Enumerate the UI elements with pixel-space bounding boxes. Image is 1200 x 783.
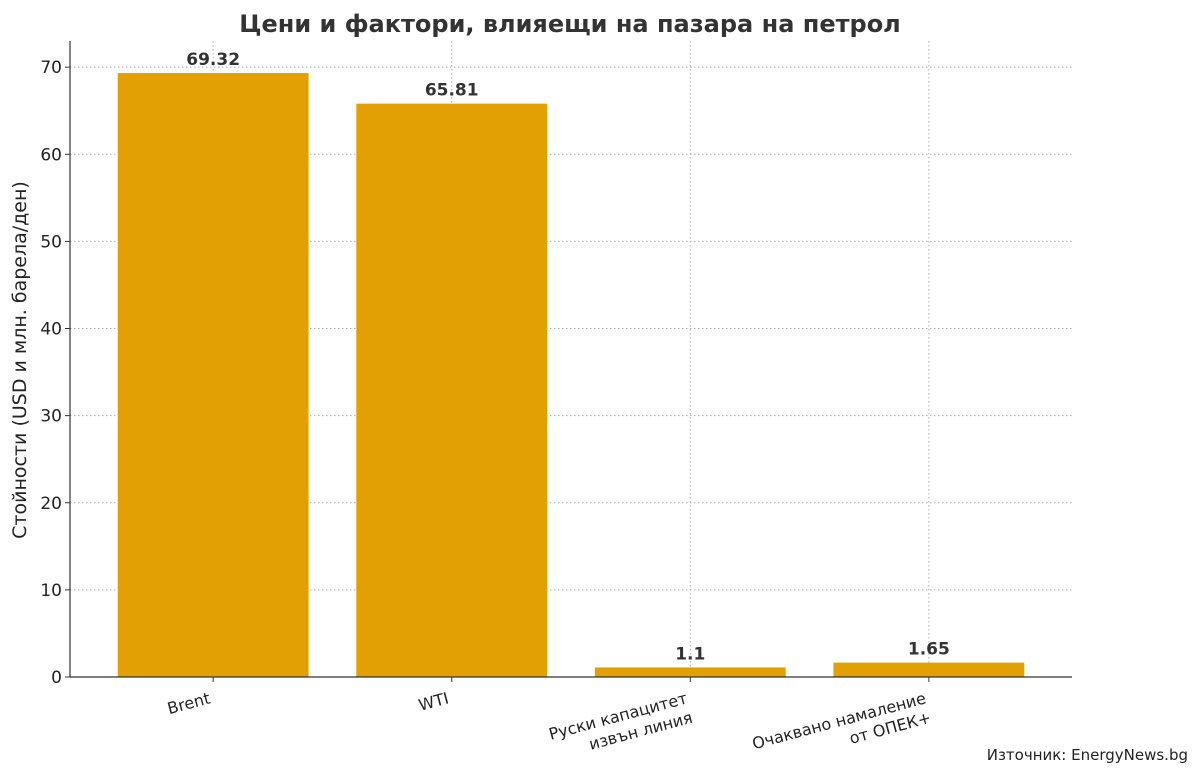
data-label: 1.1 [675, 644, 705, 664]
x-tick-label-line: Brent [165, 689, 212, 719]
y-axis-label: Стойности (USD и млн. барела/ден) [9, 181, 31, 539]
data-label: 69.32 [186, 50, 240, 70]
data-labels: 69.32 65.81 1.1 1.65 [186, 50, 950, 664]
bar [356, 103, 548, 677]
y-tick-label: 20 [40, 494, 62, 514]
y-tick-label: 10 [40, 581, 62, 601]
x-tick-label-line: WTI [417, 689, 451, 715]
data-label: 65.81 [425, 81, 479, 101]
axes [69, 41, 1072, 678]
y-axis-ticks: 0 10 20 30 40 50 60 70 [40, 58, 70, 688]
bar [117, 73, 309, 677]
y-tick-label: 60 [40, 145, 62, 165]
y-tick-label: 0 [51, 668, 62, 688]
y-tick-label: 50 [40, 232, 62, 252]
bar [594, 667, 786, 677]
y-tick-label: 70 [40, 58, 62, 78]
source-note: Източник: EnergyNews.bg [987, 746, 1188, 764]
x-tick-label: WTI [417, 689, 451, 715]
x-tick-label: Очаквано намалениеот ОПЕК+ [750, 689, 933, 773]
y-tick-label: 30 [40, 407, 62, 427]
y-tick-label: 40 [40, 320, 62, 340]
x-tick-label: Brent [165, 689, 212, 719]
x-axis-ticks: Brent WTI Руски капацитетизвън линия Очаква… [165, 677, 933, 773]
x-tick-label: Руски капацитетизвън линия [547, 689, 695, 764]
chart-title: Цени и фактори, влияещи на пазара на пет… [239, 10, 901, 38]
bars [117, 73, 1025, 677]
bar [833, 662, 1025, 677]
data-label: 1.65 [908, 640, 950, 660]
